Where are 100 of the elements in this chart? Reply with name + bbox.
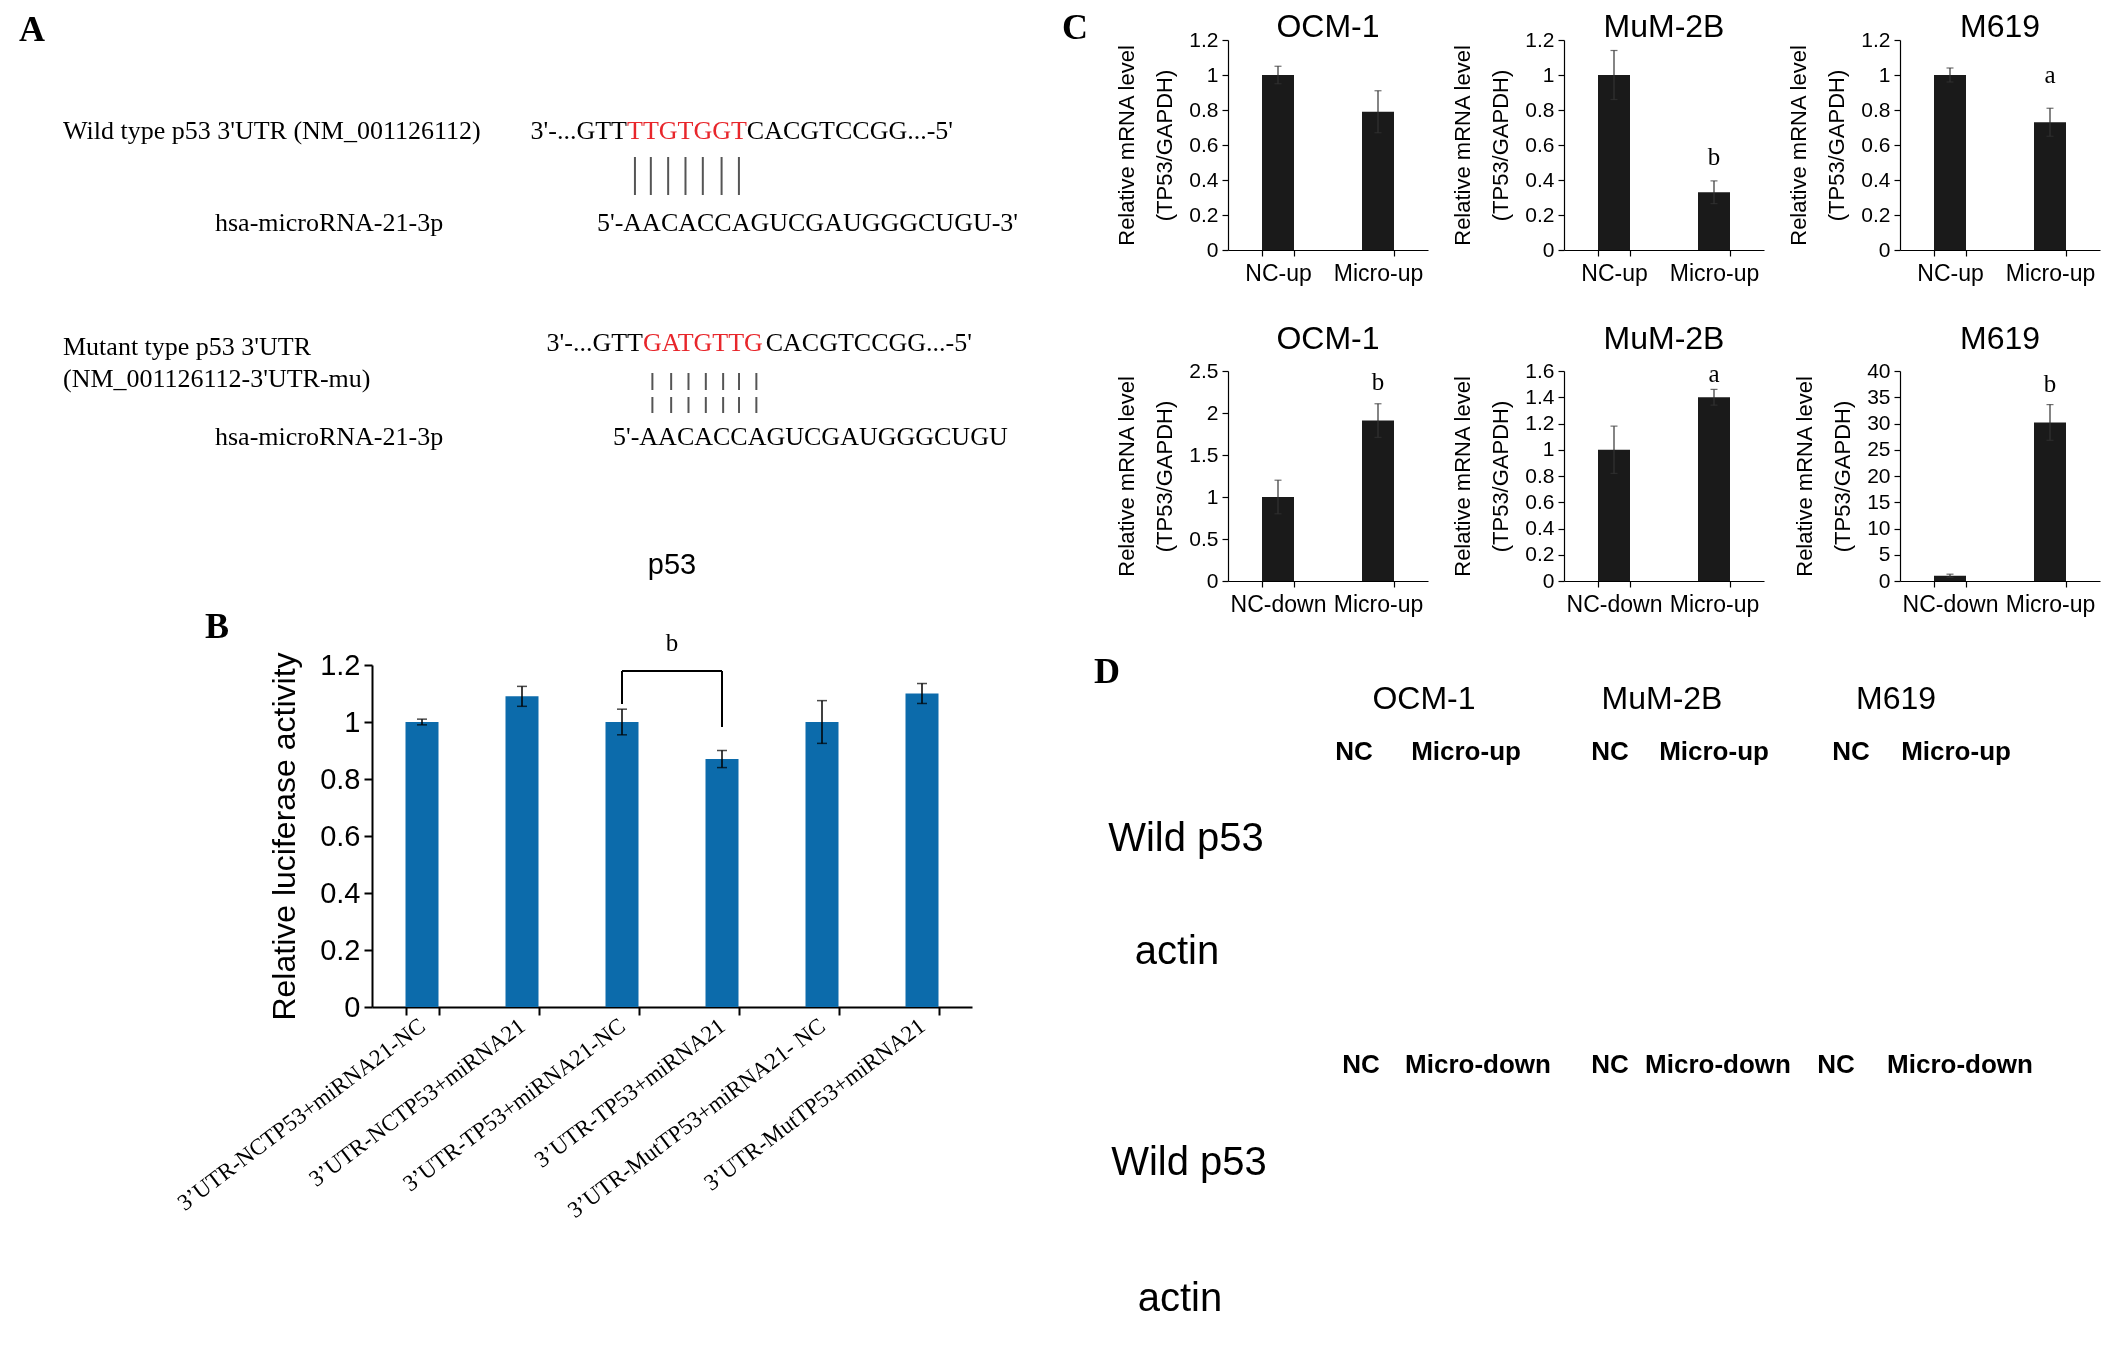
text: CACGTCCGG...-5' (765, 328, 972, 357)
y-tick-label: 2.5 (1189, 358, 1219, 382)
text: NC (1817, 1049, 1855, 1079)
y-tick-label: 0 (1206, 568, 1219, 592)
text: Wild p53 (1111, 1139, 1267, 1183)
x-tick-label: Micro-up (1669, 590, 1760, 617)
y-tick-label: 1.2 (1189, 27, 1219, 51)
text: D (1094, 651, 1120, 691)
y-tick-label: 1 (1542, 437, 1555, 461)
text: 5'-AACACCAGUCGAUGGGCUGU (613, 422, 1008, 451)
y-tick-label: 0.8 (1525, 97, 1555, 121)
x-tick-label: Micro-up (2005, 259, 2096, 286)
y-tick-label: 1 (1206, 484, 1219, 508)
y-tick-label: 0.2 (1861, 202, 1891, 226)
chart-title: MuM-2B (1603, 320, 1725, 356)
chart-title: M619 (1959, 8, 2041, 44)
text: M619 (1855, 680, 1937, 716)
y-tick-label: 40 (1867, 358, 1891, 382)
text: GATGTTG (643, 328, 763, 357)
text: Micro-down (1645, 1049, 1791, 1079)
x-tick-label: Micro-up (1333, 590, 1424, 617)
y-tick-label: 1 (1542, 62, 1555, 86)
y-tick-label: 1 (1878, 62, 1891, 86)
chart-title: p53 (647, 548, 697, 580)
y-tick-label: 0.6 (320, 819, 361, 852)
chart-title: OCM-1 (1276, 320, 1380, 356)
text: hsa-microRNA-21-3p (215, 208, 444, 237)
text: 5'-AACACCAGUCGAUGGGCUGU-3' (597, 208, 1019, 237)
x-tick-label: Micro-up (2005, 590, 2096, 617)
y-tick-label: 0.6 (1525, 132, 1555, 156)
text: Micro-down (1887, 1049, 2033, 1079)
text: Micro-up (1901, 736, 2011, 766)
x-tick-label: Micro-up (1669, 259, 1760, 286)
y-axis-title: Relative mRNA level (TP53/GAPDH) (1450, 45, 1514, 246)
annotation: b (2043, 370, 2057, 397)
y-axis-title: Relative mRNA level (TP53/GAPDH) (1114, 376, 1178, 577)
y-tick-label: 20 (1867, 463, 1891, 487)
text: Micro-up (1411, 736, 1521, 766)
y-tick-label: 0.2 (320, 933, 361, 966)
text: B (205, 606, 230, 646)
text: OCM-1 (1372, 680, 1476, 716)
text: NC (1335, 736, 1373, 766)
y-tick-label: 0 (1878, 568, 1891, 592)
text: CACGTCCGG...-5' (746, 116, 954, 145)
chart-title: MuM-2B (1603, 8, 1725, 44)
y-tick-label: 1.2 (320, 648, 361, 681)
text: NC (1591, 736, 1629, 766)
x-tick-label: NC-down (1902, 590, 1999, 617)
text: actin (1134, 928, 1220, 972)
y-tick-label: 35 (1867, 384, 1891, 408)
y-tick-label: 0.2 (1525, 542, 1555, 566)
text: (NM_001126112-3'UTR-mu) (63, 364, 371, 393)
text: Mutant type p53 3'UTR (63, 332, 312, 361)
y-tick-label: 0.5 (1189, 526, 1219, 550)
annotation: a (2044, 61, 2056, 88)
chart-title: M619 (1959, 320, 2041, 356)
annotation: a (1708, 360, 1720, 387)
x-tick-label: NC-up (1245, 259, 1312, 286)
text: C (1062, 7, 1088, 47)
y-axis-title: Relative mRNA level (TP53/GAPDH) (1114, 45, 1178, 246)
y-tick-label: 0.2 (1525, 202, 1555, 226)
x-tick-label: NC-up (1917, 259, 1984, 286)
y-tick-label: 1.2 (1525, 411, 1555, 434)
y-tick-label: 1.6 (1525, 358, 1555, 382)
y-tick-label: 15 (1867, 489, 1891, 513)
annotation: b (1371, 368, 1385, 395)
y-tick-label: 0.6 (1861, 132, 1891, 156)
text: NC (1832, 736, 1870, 766)
y-tick-label: 0.4 (1861, 167, 1891, 191)
y-tick-label: 0 (344, 990, 361, 1023)
y-tick-label: 0 (1542, 568, 1555, 592)
y-tick-label: 10 (1867, 516, 1891, 539)
y-tick-label: 0.4 (320, 876, 361, 909)
y-tick-label: 1.5 (1189, 442, 1219, 466)
text: NC (1591, 1049, 1629, 1079)
text: b (665, 629, 679, 656)
text: TTGTGGT (627, 116, 747, 145)
y-tick-label: 1.4 (1525, 384, 1555, 408)
text: Wild p53 (1108, 815, 1264, 859)
y-tick-label: 2 (1206, 400, 1219, 424)
text: 3'-...GTT (530, 116, 628, 145)
annotation: b (1707, 143, 1721, 170)
y-tick-label: 1 (344, 705, 361, 738)
y-axis-title: Relative luciferase activity (266, 652, 303, 1021)
y-tick-label: 0.2 (1189, 202, 1219, 226)
y-tick-label: 5 (1878, 542, 1891, 566)
y-tick-label: 0.4 (1525, 516, 1555, 539)
y-tick-label: 25 (1867, 437, 1891, 461)
y-tick-label: 0.8 (1189, 97, 1219, 121)
text: Micro-up (1659, 736, 1769, 766)
x-tick-label: NC-down (1566, 590, 1663, 617)
chart-title: OCM-1 (1276, 8, 1380, 44)
y-tick-label: 0.4 (1189, 167, 1219, 191)
y-tick-label: 1.2 (1525, 27, 1555, 51)
y-axis-title: Relative mRNA level (TP53/GAPDH) (1450, 376, 1514, 577)
y-tick-label: 0 (1542, 237, 1555, 261)
text: NC (1342, 1049, 1380, 1079)
x-tick-label: NC-down (1230, 590, 1327, 617)
y-tick-label: 30 (1867, 411, 1891, 434)
y-tick-label: 0.6 (1189, 132, 1219, 156)
